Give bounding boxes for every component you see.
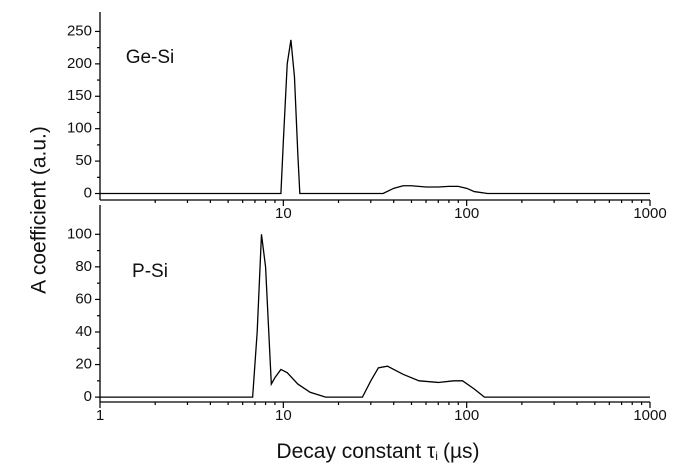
- y-tick-label: 100: [67, 120, 92, 137]
- x-axis-label-unit: (µs): [443, 440, 480, 463]
- x-tick-label: 1: [96, 407, 104, 424]
- y-tick-label: 200: [67, 55, 92, 72]
- x-tick-label: 1000: [633, 407, 666, 424]
- panel-annotation: Ge-Si: [126, 47, 175, 68]
- x-tick-label: 10: [275, 407, 292, 424]
- x-axis-label: Decay constant τi (µs): [276, 440, 479, 464]
- y-axis-label: A coefficient (a.u.): [28, 126, 51, 294]
- y-tick-label: 40: [75, 323, 92, 340]
- x-tick-label: 1000: [633, 205, 666, 222]
- x-tick-label: 100: [454, 407, 479, 424]
- data-line: [100, 234, 650, 398]
- y-tick-label: 150: [67, 87, 92, 104]
- y-tick-label: 250: [67, 22, 92, 39]
- x-tick-label: 10: [275, 205, 292, 222]
- y-tick-label: 80: [75, 258, 92, 275]
- y-tick-label: 50: [75, 152, 92, 169]
- y-tick-label: 0: [84, 184, 92, 201]
- y-tick-label: 100: [67, 225, 92, 242]
- x-axis-label-main: Decay constant τ: [276, 440, 436, 463]
- y-tick-label: 20: [75, 356, 92, 373]
- x-tick-label: 100: [454, 205, 479, 222]
- y-tick-label: 0: [84, 388, 92, 405]
- x-axis-label-sub: i: [435, 449, 438, 463]
- panel-annotation: P-Si: [132, 261, 168, 282]
- y-tick-label: 60: [75, 290, 92, 307]
- data-line: [100, 39, 650, 195]
